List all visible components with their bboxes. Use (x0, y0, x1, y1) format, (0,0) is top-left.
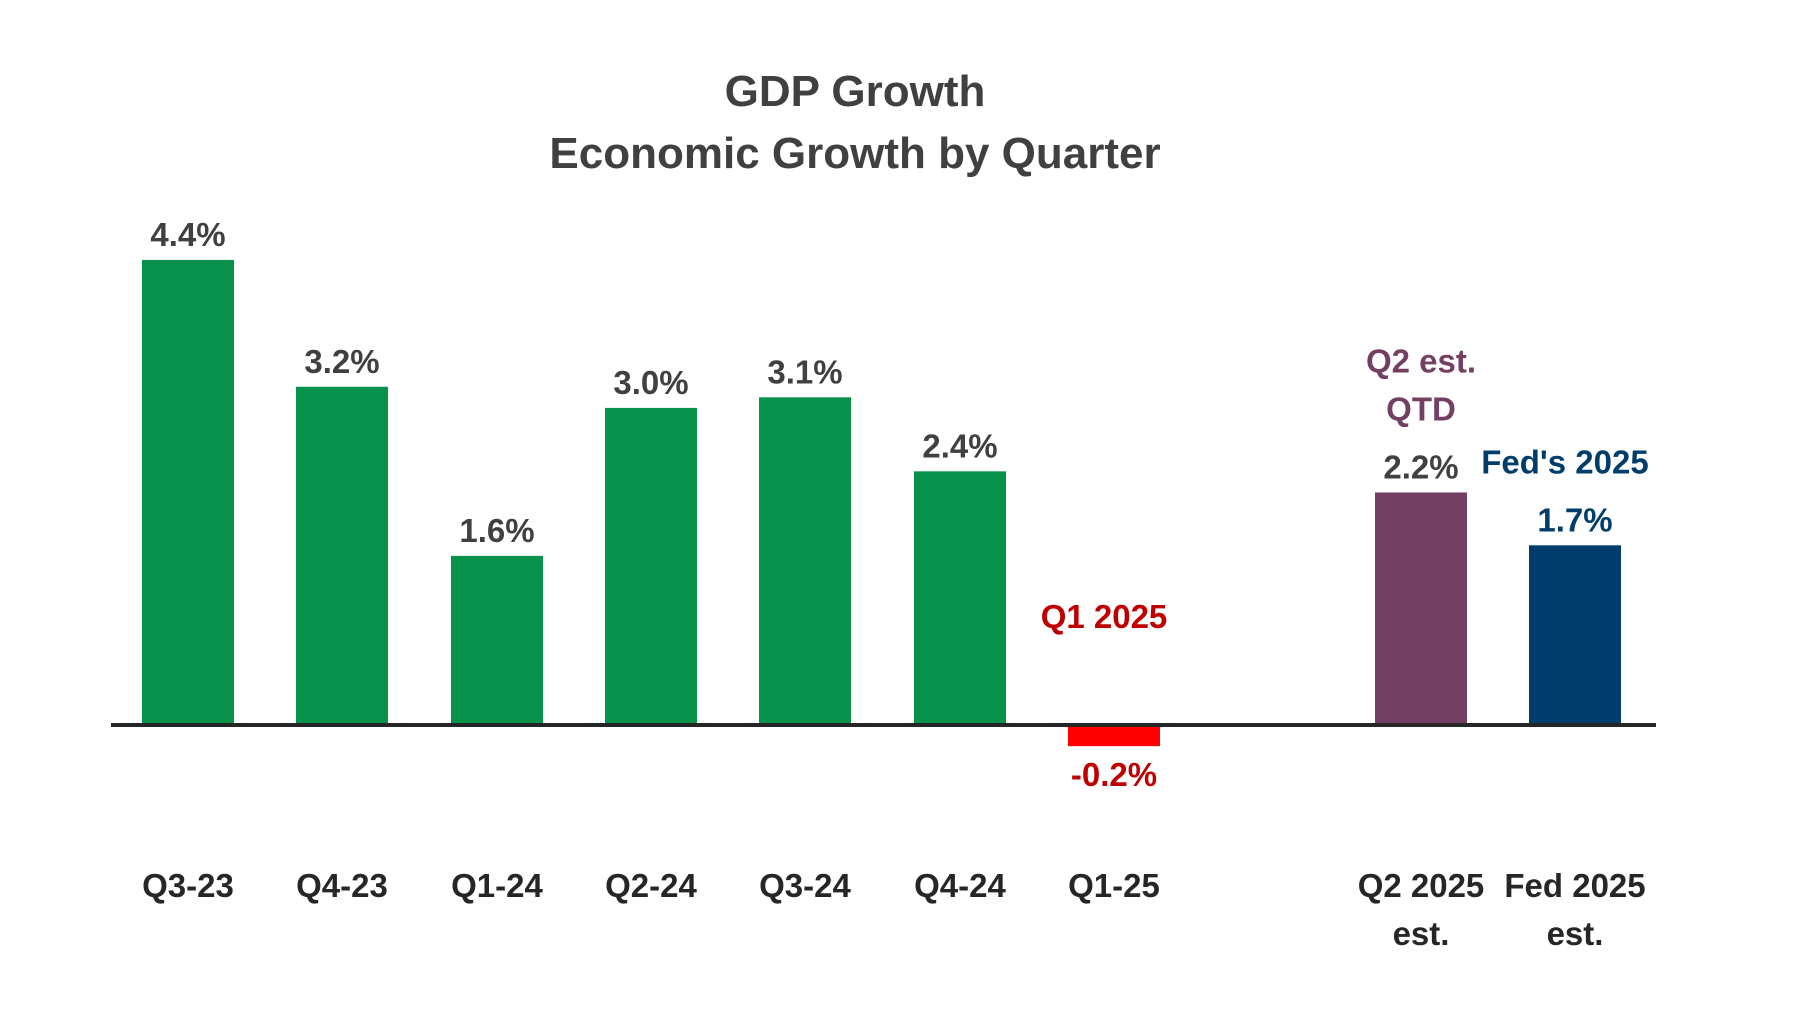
annotation-2: Fed's 2025 (1481, 443, 1648, 480)
bar-3 (605, 407, 697, 725)
bar-5 (914, 471, 1006, 725)
bar-2 (451, 555, 543, 725)
value-label-0: 4.4% (150, 216, 225, 253)
chart-title: GDP Growth (725, 67, 986, 116)
chart-subtitle: Economic Growth by Quarter (549, 129, 1160, 178)
value-label-5: 2.4% (922, 427, 997, 464)
value-label-2: 1.6% (459, 512, 534, 549)
category-label-8: Fed 2025 (1504, 867, 1645, 904)
value-label-1: 3.2% (304, 343, 379, 380)
value-label-8: 1.7% (1537, 501, 1612, 538)
category-label-5: Q4-24 (914, 867, 1006, 904)
category-labels-group: Q3-23 Q4-23 Q1-24 Q2-24 Q3-24 Q4-24 Q1-25 Q2 20… (142, 867, 1645, 952)
bar-8 (1529, 545, 1621, 725)
bar-7 (1375, 492, 1467, 725)
bar-1 (296, 386, 388, 725)
value-label-4: 3.1% (767, 353, 842, 390)
annotation-1: Q2 est. (1366, 342, 1476, 379)
category-label-3: Q2-24 (605, 867, 697, 904)
category-label-7: Q2 2025 (1358, 867, 1485, 904)
annotation-0: Q1 2025 (1041, 598, 1168, 635)
category-label-1: Q4-23 (296, 867, 388, 904)
category-label-6: Q1-25 (1068, 867, 1160, 904)
value-labels-group: 4.4% 3.2% 1.6% 3.0% 3.1% 2.4% -0.2% 2.2% 1.7% (150, 216, 1612, 793)
category-label-8-line1: est. (1547, 915, 1604, 952)
annotations-group: Q1 2025 Q2 est. QTD Fed's 2025 (1041, 342, 1649, 635)
bar-4 (759, 397, 851, 725)
bar-6 (1068, 725, 1160, 747)
annotation-1-line1: QTD (1386, 390, 1456, 427)
category-label-4: Q3-24 (759, 867, 851, 904)
category-label-7-line1: est. (1393, 915, 1450, 952)
bars-group (142, 259, 1621, 747)
category-label-0: Q3-23 (142, 867, 234, 904)
value-label-6: -0.2% (1071, 756, 1157, 793)
bar-0 (142, 259, 234, 725)
value-label-7: 2.2% (1383, 448, 1458, 485)
category-label-2: Q1-24 (451, 867, 543, 904)
value-label-3: 3.0% (613, 364, 688, 401)
